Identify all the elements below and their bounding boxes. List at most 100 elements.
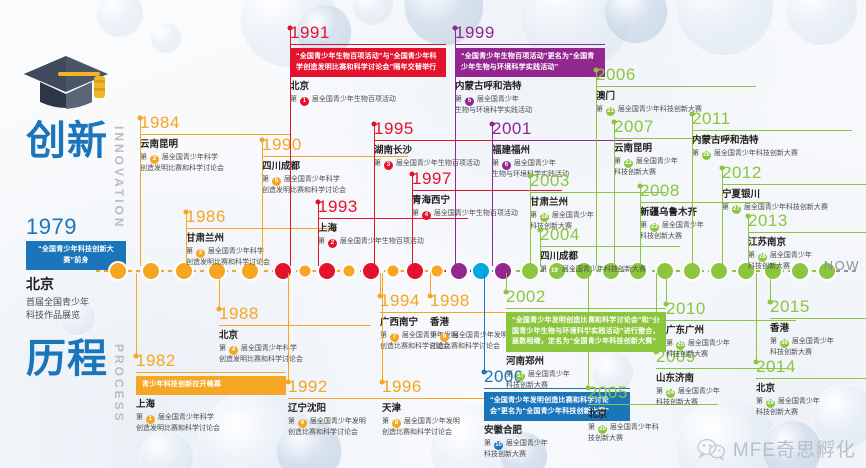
timeline-node[interactable] <box>495 263 511 279</box>
timeline-entry-1998[interactable]: 1998 香港第 9 届全国青少年发明 创造比赛和科学讨论会 <box>430 292 550 353</box>
now-label: NOW <box>823 258 860 273</box>
timeline-entry-2009[interactable]: 2009 山东济南第 24 届全国青少年 科技创新大赛 <box>656 348 786 409</box>
timeline-node[interactable] <box>387 265 399 277</box>
entry-connector <box>588 273 589 387</box>
timeline-entry-2014[interactable]: 2014 北京第 29 届全国青少年 科技创新大赛 <box>756 358 866 419</box>
timeline-node[interactable] <box>630 263 646 279</box>
entry-edition-number: 5 <box>464 97 474 107</box>
entry-desc-line1: 第 3 届全国青少年生物百项活动 <box>374 160 480 171</box>
entry-city: 广西南宁 <box>380 317 419 328</box>
entry-desc-line1: 第 1 届全国青少年科学 <box>136 413 214 424</box>
entry-desc-line2: 科技创新大赛 <box>506 381 548 389</box>
entry-edition-number: 20 <box>597 425 607 435</box>
entry-desc-line2: 创造比赛和科学讨论会 <box>382 429 452 437</box>
timeline-entry-2000[interactable]: 2000 “全国青少年发明创造比赛和科学讨论会”更名为“全国青少年科技创新大赛” 安… <box>484 368 630 461</box>
entry-year: 2013 <box>748 211 788 230</box>
entry-desc-line2: 创造比赛和科学讨论会 <box>288 429 358 437</box>
entry-stem-dot <box>377 293 383 299</box>
timeline-node[interactable] <box>110 263 126 279</box>
entry-stem-dot <box>593 67 599 73</box>
timeline-entry-1984[interactable]: 1984 云南昆明第 2 届全国青少年科学 创造发明比赛和科学讨论会 <box>140 114 290 175</box>
entry-year-rule <box>484 388 630 389</box>
entry-desc-line2: 技创新大赛 <box>588 435 623 443</box>
entry-city: 福建福州 <box>492 145 531 156</box>
entry-year-rule <box>588 404 718 405</box>
timeline-node[interactable] <box>738 263 754 279</box>
entry-year: 1988 <box>219 304 259 323</box>
timeline-node[interactable] <box>473 263 489 279</box>
entry-edition-number: 25 <box>675 341 685 351</box>
timeline-entry-2008[interactable]: 2008 新疆乌鲁木齐第 23 届全国青少年 科技创新大赛 <box>640 182 770 243</box>
timeline-entry-1995[interactable]: 1995 湖南长沙第 3 届全国青少年生物百项活动 <box>374 120 530 171</box>
timeline-entry-2013[interactable]: 2013 江苏南京第 28 届全国青少年 科技创新大赛 <box>748 212 866 273</box>
timeline-node[interactable] <box>684 263 700 279</box>
timeline-node[interactable] <box>209 263 225 279</box>
entry-connector <box>614 121 615 266</box>
entry-callout: “全国青少年生物百项活动”与“全国青少年科学创造发明比赛和科学讨论会”隔年交替举… <box>290 48 446 77</box>
timeline-node[interactable] <box>363 263 379 279</box>
entry-edition-number: 5 <box>271 177 281 187</box>
entry-desc-line2: 创造比赛和科学讨论会 <box>380 343 450 351</box>
timeline-entry-1991[interactable]: 1991 “全国青少年生物百项活动”与“全国青少年科学创造发明比赛和科学讨论会”隔… <box>290 24 446 107</box>
entry-stem-dot <box>537 227 543 233</box>
entry-year: 2002 <box>506 287 546 306</box>
entry-edition-number: 26 <box>701 151 711 161</box>
timeline-entry-1990[interactable]: 1990 四川成都第 5 届全国青少年科学 创造发明比赛和科学讨论会 <box>262 136 408 197</box>
entry-connector <box>770 273 771 301</box>
timeline-entry-1997[interactable]: 1997 青海西宁第 4 届全国青少年生物百项活动 <box>412 170 562 221</box>
timeline-entry-2003[interactable]: 2003 甘肃兰州第 18 届全国青少年 科技创新大赛 <box>530 172 666 233</box>
timeline-entry-2004[interactable]: 2004 四川成都第 19 届全国青少年科技创新大赛 <box>540 226 680 277</box>
timeline-entry-2005[interactable]: 2005 北京第 20 届全国青少年科 技创新大赛 <box>588 384 718 445</box>
timeline-node[interactable] <box>451 263 467 279</box>
timeline-entry-1986[interactable]: 1986 甘肃兰州第 3 届全国青少年科学 创造发明比赛和科学讨论会 <box>186 208 336 269</box>
timeline-node[interactable] <box>522 263 538 279</box>
timeline-entry-1992[interactable]: 1992 辽宁沈阳第 6 届全国青少年发明 创造比赛和科学讨论会 <box>288 378 436 439</box>
entry-edition-number: 8 <box>391 419 401 429</box>
timeline-node[interactable] <box>407 263 423 279</box>
entry-year: 2000 <box>484 367 524 386</box>
timeline-entry-1993[interactable]: 1993 上海第 2 届全国青少年生物百项活动 <box>318 198 468 249</box>
entry-year-rule <box>140 134 290 135</box>
entry-stem-dot <box>689 111 695 117</box>
origin-year: 1979 <box>26 214 77 239</box>
timeline-entry-2002[interactable]: 2002 “全国青少年发明创造比赛和科学讨论会”和“全国青少年生物与环境科学实践活… <box>506 288 666 391</box>
timeline-node[interactable] <box>319 263 335 279</box>
timeline-node[interactable] <box>603 263 619 279</box>
timeline-node[interactable] <box>819 263 835 279</box>
entry-city: 北京 <box>756 383 776 394</box>
entry-city: 内蒙古呼和浩特 <box>455 81 522 92</box>
timeline-node[interactable] <box>143 263 159 279</box>
entry-edition-number: 4 <box>421 211 431 221</box>
timeline-entry-1996[interactable]: 1996 天津第 8 届全国青少年发明 创造比赛和科学讨论会 <box>382 378 530 439</box>
timeline-entry-1999[interactable]: 1999 “全国青少年生物百项活动”更名为“全国青少年生物与环境科学实践活动” 内蒙… <box>455 24 605 117</box>
timeline-node[interactable] <box>765 263 781 279</box>
timeline-node[interactable] <box>176 263 192 279</box>
timeline-node[interactable] <box>711 263 727 279</box>
timeline-node[interactable] <box>275 263 291 279</box>
entry-desc-line1: 第 30 届全国青少年 <box>770 338 834 349</box>
timeline-entry-1982[interactable]: 1982 青少年科技创新拉开帷幕 上海第 1 届全国青少年科学 创造发明比赛和科学讨论… <box>136 352 286 434</box>
timeline-entry-2015[interactable]: 2015 香港第 30 届全国青少年 科技创新大赛 <box>770 298 866 359</box>
timeline-entry-2007[interactable]: 2007 云南昆明第 22 届全国青少年 科技创新大赛 <box>614 118 744 179</box>
entry-desc-line2: 生物与环境科学实践活动 <box>455 107 532 115</box>
timeline-node[interactable] <box>343 265 355 277</box>
timeline-origin-1979[interactable]: 1979 “全国青少年科技创新大赛”前身 北京 首届全国青少年 科技作品展览 <box>26 216 126 322</box>
timeline-node[interactable] <box>242 263 258 279</box>
entry-edition-number: 30 <box>779 339 789 349</box>
timeline-node[interactable] <box>299 265 311 277</box>
timeline-node[interactable] <box>657 263 673 279</box>
timeline-node[interactable] <box>792 263 808 279</box>
entry-year-rule <box>530 192 666 193</box>
timeline-entry-2012[interactable]: 2012 宁夏银川第 27 届全国青少年科技创新大赛 <box>722 164 866 215</box>
timeline-entry-2010[interactable]: 2010 广东广州第 25 届全国青少年 科技创新大赛 <box>666 300 796 361</box>
entry-stem-dot <box>427 293 433 299</box>
timeline-entry-2011[interactable]: 2011 内蒙古呼和浩特第 26 届全国青少年科技创新大赛 <box>692 110 852 161</box>
entry-year-rule <box>492 140 632 141</box>
entry-city: 天津 <box>382 403 402 414</box>
entry-stem-dot <box>611 119 617 125</box>
timeline-node[interactable] <box>431 265 443 277</box>
entry-year: 2001 <box>492 119 532 138</box>
timeline-entry-1988[interactable]: 1988 北京第 4 届全国青少年科学 创造发明比赛和科学讨论会 <box>219 305 371 366</box>
entry-desc-line2: 创造发明比赛和科学讨论会 <box>136 424 220 432</box>
timeline-entry-2006[interactable]: 2006 澳门第 21 届全国青少年科技创新大赛 <box>596 66 756 117</box>
